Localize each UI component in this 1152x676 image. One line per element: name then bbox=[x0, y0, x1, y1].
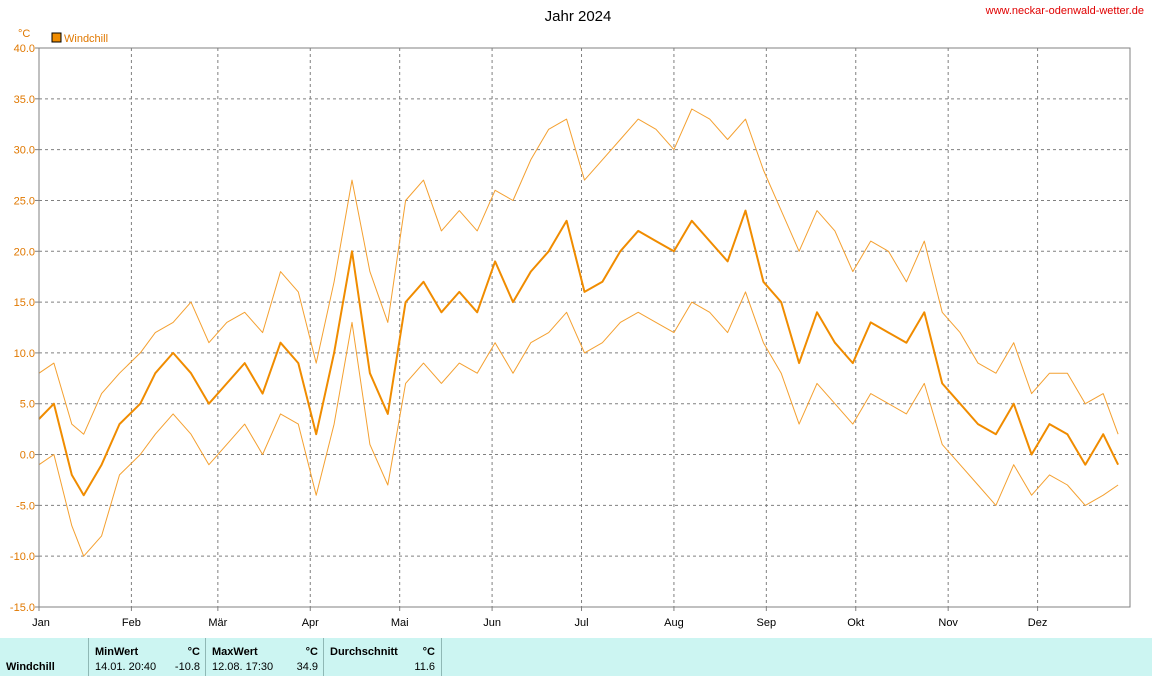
stats-max-cell: MaxWert °C 12.08. 17:30 34.9 bbox=[205, 638, 324, 676]
y-axis-unit: °C bbox=[18, 28, 30, 40]
stats-min-cell: MinWert °C 14.01. 20:40 -10.8 bbox=[88, 638, 206, 676]
x-tick-label: Apr bbox=[302, 617, 319, 629]
series-lines bbox=[38, 108, 1119, 557]
y-tick-label: 30.0 bbox=[14, 145, 35, 157]
legend-label: Windchill bbox=[64, 33, 108, 45]
x-tick-label: Aug bbox=[664, 617, 684, 629]
stats-max-head: MaxWert bbox=[212, 646, 258, 658]
stats-avg-head: Durchschnitt bbox=[330, 646, 398, 658]
y-tick-label: 40.0 bbox=[14, 43, 35, 55]
legend-swatch bbox=[51, 32, 62, 43]
stats-max-date: 12.08. 17:30 bbox=[212, 661, 274, 673]
stats-avg-unit: °C bbox=[422, 646, 435, 658]
stats-min-unit: °C bbox=[187, 646, 200, 658]
series-line-max bbox=[38, 108, 1119, 435]
y-axis-ticks: 40.0 35.0 30.0 25.0 20.0 15.0 10.0 5.0 0.0 -5.0 -1… bbox=[10, 43, 39, 614]
x-tick-label: Mär bbox=[208, 617, 227, 629]
x-tick-label: Dez bbox=[1028, 617, 1048, 629]
x-tick-label: Mai bbox=[391, 617, 409, 629]
y-tick-label: 15.0 bbox=[14, 297, 35, 309]
grid bbox=[39, 48, 1130, 607]
stats-avg-cell: Durchschnitt °C 11.6 bbox=[323, 638, 442, 676]
stats-bar: Windchill MinWert °C 14.01. 20:40 -10.8 … bbox=[0, 638, 1152, 676]
series-line-min bbox=[38, 291, 1119, 557]
x-tick-label: Feb bbox=[122, 617, 141, 629]
stats-min-head: MinWert bbox=[95, 646, 139, 658]
legend: Windchill bbox=[51, 32, 108, 45]
y-tick-label: -15.0 bbox=[10, 602, 35, 614]
x-axis-ticks: Jan Feb Mär Apr Mai Jun Jul Aug Sep Okt Nov Dez bbox=[32, 607, 1047, 629]
site-link[interactable]: www.neckar-odenwald-wetter.de bbox=[985, 5, 1144, 17]
stats-max-unit: °C bbox=[305, 646, 318, 658]
x-tick-label: Jun bbox=[483, 617, 501, 629]
stats-min-value: -10.8 bbox=[174, 661, 200, 673]
y-tick-label: 35.0 bbox=[14, 94, 35, 106]
x-tick-label: Sep bbox=[757, 617, 777, 629]
x-tick-label: Nov bbox=[938, 617, 958, 629]
y-tick-label: -5.0 bbox=[16, 500, 35, 512]
y-tick-label: 20.0 bbox=[14, 246, 35, 258]
series-line-mean bbox=[38, 209, 1119, 497]
y-tick-label: -10.0 bbox=[10, 551, 35, 563]
stats-min-date: 14.01. 20:40 bbox=[95, 661, 157, 673]
y-tick-label: 0.0 bbox=[20, 450, 35, 462]
y-tick-label: 5.0 bbox=[20, 399, 35, 411]
x-tick-label: Okt bbox=[847, 617, 864, 629]
chart: Jahr 2024 °C 40.0 35.0 30.0 25.0 20.0 15.0 10.… bbox=[10, 8, 1131, 629]
y-tick-label: 10.0 bbox=[14, 348, 35, 360]
stats-row-label: Windchill bbox=[6, 661, 55, 673]
y-tick-label: 25.0 bbox=[14, 195, 35, 207]
plot-frame bbox=[38, 47, 1131, 608]
x-tick-label: Jul bbox=[574, 617, 588, 629]
chart-title: Jahr 2024 bbox=[545, 8, 612, 25]
x-tick-label: Jan bbox=[32, 617, 50, 629]
stats-max-value: 34.9 bbox=[296, 661, 318, 673]
stats-avg-value: 11.6 bbox=[414, 661, 435, 673]
